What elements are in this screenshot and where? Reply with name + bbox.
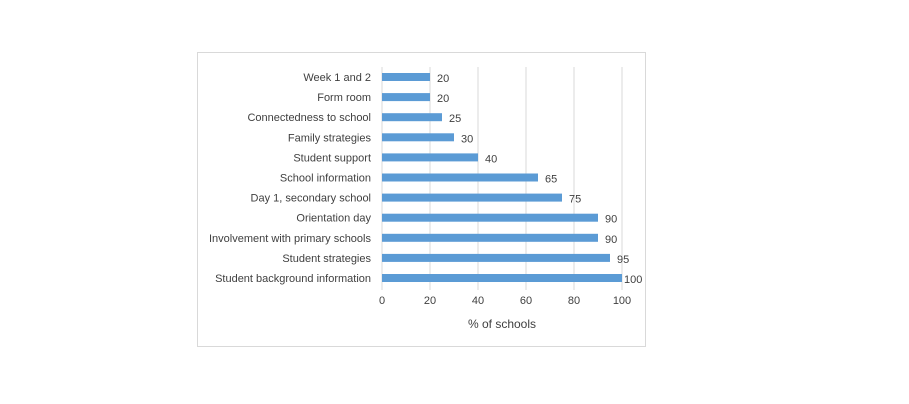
category-label: Day 1, secondary school xyxy=(251,193,371,205)
x-axis-title: % of schools xyxy=(468,317,536,331)
data-label: 25 xyxy=(449,113,461,125)
category-label: School information xyxy=(280,173,371,185)
category-label: Involvement with primary schools xyxy=(209,233,372,245)
bar xyxy=(382,253,610,262)
x-tick-label: 60 xyxy=(520,295,532,307)
category-label: Student background information xyxy=(215,273,371,285)
data-label: 90 xyxy=(605,234,617,246)
bar xyxy=(382,153,478,162)
bar xyxy=(382,213,598,222)
data-label: 75 xyxy=(569,194,581,206)
x-tick-label: 100 xyxy=(613,295,631,307)
x-tick-label: 80 xyxy=(568,295,580,307)
bar xyxy=(382,233,598,242)
bar xyxy=(382,274,622,282)
category-label: Student support xyxy=(293,152,371,164)
data-label: 100 xyxy=(624,274,642,286)
data-label: 20 xyxy=(437,73,449,85)
data-label: 95 xyxy=(617,254,629,266)
x-tick-labels: 0 20 40 60 80 100 xyxy=(379,295,631,307)
bar xyxy=(382,73,430,81)
category-label: Student strategies xyxy=(282,253,371,265)
category-label: Orientation day xyxy=(296,213,371,225)
bars xyxy=(382,73,622,282)
bar xyxy=(382,113,442,122)
category-label: Family strategies xyxy=(288,132,372,144)
category-label: Connectedness to school xyxy=(247,112,371,124)
chart-frame: Week 1 and 2 Form room Connectedness to sc… xyxy=(197,52,646,347)
data-label: 20 xyxy=(437,93,449,105)
bar-chart: Week 1 and 2 Form room Connectedness to sc… xyxy=(209,67,642,331)
bar xyxy=(382,173,538,182)
data-label: 40 xyxy=(485,153,497,165)
category-labels: Week 1 and 2 Form room Connectedness to sc… xyxy=(209,72,372,285)
data-label: 65 xyxy=(545,174,557,186)
data-label: 90 xyxy=(605,214,617,226)
x-tick-label: 40 xyxy=(472,295,484,307)
x-tick-label: 0 xyxy=(379,295,385,307)
bar xyxy=(382,193,562,202)
data-label: 30 xyxy=(461,133,473,145)
x-tick-label: 20 xyxy=(424,295,436,307)
bar xyxy=(382,133,454,142)
category-label: Form room xyxy=(317,92,371,104)
category-label: Week 1 and 2 xyxy=(303,72,371,84)
bar xyxy=(382,93,430,102)
